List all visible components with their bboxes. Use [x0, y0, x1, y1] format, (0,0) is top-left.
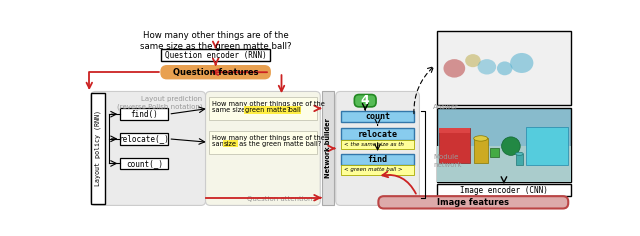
- Bar: [341, 128, 414, 140]
- Ellipse shape: [502, 137, 520, 155]
- Text: Network builder: Network builder: [325, 118, 331, 178]
- Text: same size as the: same size as the: [212, 107, 270, 113]
- Text: find(): find(): [131, 110, 158, 119]
- Bar: [436, 146, 572, 181]
- Text: find: find: [367, 155, 388, 164]
- Bar: [490, 148, 499, 157]
- Text: Question features: Question features: [173, 68, 259, 77]
- Text: How many other things are of the: How many other things are of the: [212, 135, 324, 141]
- Text: 4: 4: [361, 94, 369, 107]
- FancyBboxPatch shape: [91, 92, 205, 205]
- Bar: [209, 97, 317, 120]
- Text: Image features: Image features: [437, 198, 509, 207]
- FancyBboxPatch shape: [378, 196, 568, 208]
- Bar: [161, 49, 270, 61]
- Text: Image encoder (CNN): Image encoder (CNN): [460, 185, 548, 194]
- Text: green matte ball: green matte ball: [245, 107, 301, 113]
- Bar: [436, 184, 572, 196]
- Bar: [516, 154, 524, 165]
- Bar: [209, 131, 317, 154]
- Bar: [91, 93, 105, 204]
- Bar: [341, 154, 414, 165]
- Text: Layout policy (RNN): Layout policy (RNN): [95, 110, 101, 186]
- Text: How many other things are of the
same size as the green matte ball?: How many other things are of the same si…: [140, 31, 291, 51]
- Text: count: count: [365, 112, 390, 121]
- Ellipse shape: [497, 61, 513, 75]
- Text: size: size: [224, 141, 237, 147]
- Ellipse shape: [510, 53, 533, 73]
- Bar: [120, 108, 168, 120]
- Bar: [120, 158, 168, 169]
- Text: relocate: relocate: [358, 130, 397, 139]
- FancyBboxPatch shape: [161, 66, 270, 78]
- Text: as the green matte ball?: as the green matte ball?: [237, 141, 321, 147]
- Text: How many other things are of the: How many other things are of the: [212, 101, 324, 107]
- Text: < the same size as th: < the same size as th: [344, 142, 403, 147]
- Text: Module
network: Module network: [433, 154, 462, 168]
- Ellipse shape: [465, 54, 481, 67]
- Bar: [439, 128, 470, 163]
- Text: Question attentions: Question attentions: [247, 196, 316, 202]
- Text: count(_): count(_): [126, 159, 163, 168]
- Ellipse shape: [474, 136, 488, 141]
- Bar: [341, 140, 414, 149]
- Bar: [436, 108, 572, 181]
- Bar: [474, 139, 488, 163]
- Text: ?: ?: [286, 107, 290, 113]
- Bar: [120, 133, 168, 145]
- Bar: [341, 165, 414, 175]
- Text: Layout prediction
(reverse Polish notation): Layout prediction (reverse Polish notati…: [117, 96, 202, 110]
- Bar: [322, 92, 334, 205]
- Bar: [525, 127, 568, 165]
- Text: Question encoder (RNN): Question encoder (RNN): [164, 51, 266, 60]
- Text: Answer: Answer: [433, 104, 459, 110]
- FancyBboxPatch shape: [336, 92, 419, 205]
- Ellipse shape: [444, 59, 465, 78]
- Ellipse shape: [477, 59, 496, 75]
- Bar: [436, 31, 572, 105]
- Text: same: same: [212, 141, 232, 147]
- Bar: [341, 111, 414, 122]
- FancyBboxPatch shape: [205, 92, 320, 205]
- FancyBboxPatch shape: [355, 95, 376, 107]
- Ellipse shape: [516, 152, 524, 155]
- Text: relocate(_): relocate(_): [119, 134, 170, 143]
- Bar: [439, 128, 470, 133]
- Text: < green matte ball >: < green matte ball >: [344, 168, 402, 173]
